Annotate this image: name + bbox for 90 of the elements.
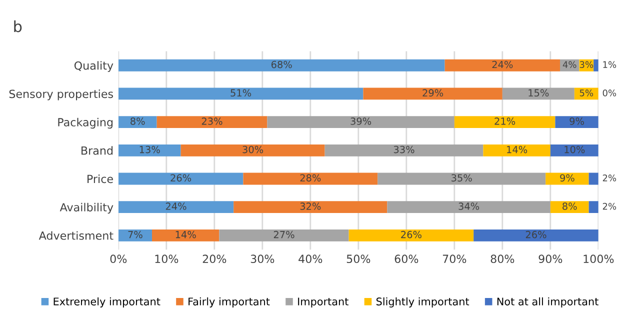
data-label: 51% (230, 89, 252, 97)
data-label: 9% (560, 174, 574, 182)
x-tick-label: 60% (394, 254, 418, 264)
bar (483, 144, 550, 156)
data-label: 0% (602, 90, 616, 96)
data-label: 33% (394, 146, 414, 154)
bar (588, 172, 598, 185)
data-label: 68% (271, 60, 292, 68)
x-tick-label: 50% (346, 254, 370, 264)
data-label: 5% (580, 90, 594, 96)
x-tick-label: 70% (442, 254, 466, 264)
x-tick-label: 90% (538, 254, 562, 264)
data-label: 27% (274, 230, 294, 238)
y-tick-label: Advertisment (38, 231, 114, 240)
data-label: 15% (528, 89, 549, 97)
x-tick-label: 20% (202, 254, 226, 264)
bar (234, 201, 388, 214)
y-tick-label: Price (88, 174, 113, 184)
data-label: 8% (130, 118, 145, 125)
data-label: 35% (452, 174, 472, 182)
data-label: 28% (300, 174, 321, 182)
bar (444, 59, 560, 72)
data-label: 9% (570, 118, 584, 125)
bar (454, 116, 556, 128)
bar (152, 229, 220, 242)
bar (474, 229, 598, 242)
bar (267, 116, 454, 128)
y-tick-label: Sensory properties (9, 89, 113, 100)
x-tick-label: 30% (250, 254, 274, 264)
data-label: 2% (602, 174, 616, 182)
bar (118, 229, 152, 242)
bar (156, 116, 268, 128)
data-label: 26% (170, 174, 192, 182)
bar (243, 172, 378, 185)
bar (502, 88, 574, 100)
y-tick-label: Availbility (60, 202, 114, 214)
legend-label: Slightly important (376, 297, 470, 308)
data-label: 26% (401, 230, 422, 238)
data-label: 23% (202, 118, 222, 125)
bar (546, 172, 589, 185)
bar (118, 144, 181, 156)
data-label: 13% (140, 146, 160, 154)
data-label: 7% (128, 230, 142, 238)
data-label: 14% (176, 230, 196, 238)
legend-label: Not at all important (497, 297, 598, 308)
data-label: 24% (166, 202, 186, 210)
bar (219, 229, 349, 242)
data-label: 2% (602, 202, 616, 210)
bar (348, 229, 474, 242)
data-label: 39% (350, 118, 372, 125)
x-tick-label: 40% (298, 254, 322, 264)
data-label: 14% (507, 146, 528, 154)
data-label: 10% (564, 146, 585, 154)
bar (550, 201, 589, 214)
bar (324, 144, 484, 156)
data-label: 4% (562, 61, 576, 68)
legend-label: Fairly important (188, 297, 270, 308)
data-label: 29% (422, 89, 444, 97)
data-label: 34% (458, 202, 480, 210)
bar (387, 201, 550, 214)
data-label: 24% (492, 60, 513, 68)
data-label: 21% (494, 118, 516, 125)
data-label: 26% (526, 230, 546, 238)
bar (118, 88, 364, 100)
bar (550, 144, 598, 156)
data-label: 8% (562, 202, 577, 210)
data-label: 30% (242, 146, 264, 154)
data-label: 3% (580, 61, 594, 68)
y-tick-label: Packaging (58, 118, 113, 129)
x-tick-label: 10% (155, 254, 178, 264)
bar (118, 116, 157, 128)
bar (555, 116, 598, 128)
bar (180, 144, 325, 156)
x-tick-label: 80% (490, 254, 514, 264)
data-label: 1% (603, 61, 616, 68)
x-tick-label: 100% (584, 254, 614, 264)
chart-title: b (14, 20, 22, 32)
bar (594, 59, 598, 72)
y-tick-label: Brand (82, 146, 113, 155)
bar (363, 88, 502, 100)
legend-label: Important (298, 298, 348, 308)
legend-label: Extremely important (54, 297, 160, 308)
bar (588, 201, 598, 214)
bar (118, 201, 234, 214)
bar (118, 172, 244, 185)
data-label: 32% (300, 202, 321, 210)
y-tick-label: Quality (74, 61, 114, 72)
x-tick-label: 0% (110, 254, 127, 264)
bar (118, 59, 445, 72)
bar (378, 172, 546, 185)
